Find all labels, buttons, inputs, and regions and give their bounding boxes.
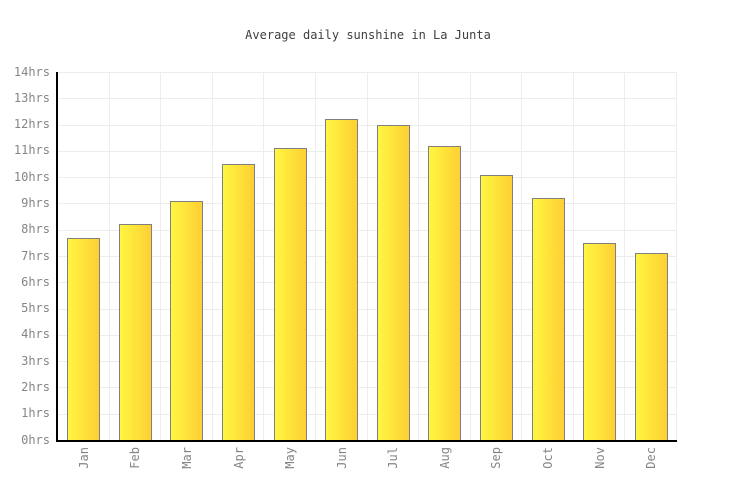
gridline-vertical	[469, 72, 471, 440]
y-axis-labels: 0hrs 1hrs 2hrs 3hrs 4hrs 5hrs 6hrs 7hrs 8hrs 9hrs…	[0, 0, 50, 500]
x-tick-sep: Sep	[471, 447, 523, 487]
bar-jun	[325, 119, 359, 440]
gridline-horizontal	[58, 72, 677, 73]
bar-nov	[583, 242, 617, 440]
gridline-horizontal	[58, 177, 677, 179]
x-tick-dec: Dec	[625, 447, 677, 487]
bar-feb	[118, 224, 152, 440]
y-tick-label: 10hrs	[13, 169, 50, 184]
x-axis-line	[56, 440, 677, 442]
x-tick-nov: Nov	[574, 447, 626, 487]
gridline-horizontal	[58, 229, 677, 231]
x-tick-label: Jan	[76, 447, 91, 469]
plot-area	[58, 72, 677, 440]
gridline-vertical	[624, 72, 626, 440]
x-tick-label: Nov	[592, 447, 607, 469]
bar-jan	[67, 237, 101, 440]
gridline-horizontal	[58, 150, 677, 152]
gridline-horizontal	[58, 98, 677, 100]
x-tick-label: Oct	[541, 447, 556, 469]
x-tick-apr: Apr	[213, 447, 265, 487]
gridline-horizontal	[58, 387, 677, 389]
gridline-vertical	[521, 72, 523, 440]
x-tick-label: Feb	[128, 447, 143, 469]
bar-oct	[531, 198, 565, 440]
bar-jul	[376, 124, 410, 440]
y-tick-label: 0hrs	[21, 432, 50, 447]
y-tick-label: 14hrs	[13, 64, 50, 79]
y-tick-label: 3hrs	[21, 353, 50, 368]
gridline-horizontal	[58, 124, 677, 126]
y-tick-label: 8hrs	[21, 222, 50, 237]
gridline-horizontal	[58, 361, 677, 363]
y-axis-line	[56, 72, 58, 442]
x-tick-label: Aug	[437, 447, 452, 469]
x-tick-oct: Oct	[522, 447, 574, 487]
y-tick-label: 7hrs	[21, 248, 50, 263]
bar-aug	[428, 145, 462, 440]
gridline-vertical	[211, 72, 213, 440]
bar-sep	[479, 174, 513, 440]
gridline-horizontal	[58, 413, 677, 415]
x-tick-label: Dec	[644, 447, 659, 469]
y-tick-label: 1hrs	[21, 406, 50, 421]
gridline-vertical	[418, 72, 420, 440]
bar-apr	[222, 164, 256, 440]
gridline-horizontal	[58, 203, 677, 205]
gridline-vertical	[366, 72, 368, 440]
x-tick-aug: Aug	[419, 447, 471, 487]
x-tick-label: May	[283, 447, 298, 469]
gridline-vertical	[676, 72, 677, 440]
x-axis-labels: Jan Feb Mar Apr May Jun Jul Aug Sep Oct Nov Dec	[58, 447, 677, 489]
gridline-horizontal	[58, 334, 677, 336]
x-tick-label: Sep	[489, 447, 504, 469]
bar-may	[273, 148, 307, 440]
x-tick-label: Jun	[334, 447, 349, 469]
gridline-vertical	[263, 72, 265, 440]
y-tick-label: 9hrs	[21, 195, 50, 210]
gridline-horizontal	[58, 256, 677, 257]
x-tick-jan: Jan	[58, 447, 110, 487]
y-tick-label: 2hrs	[21, 379, 50, 394]
x-tick-label: Apr	[231, 447, 246, 469]
y-tick-label: 13hrs	[13, 90, 50, 105]
gridline-horizontal	[58, 308, 677, 310]
gridline-vertical	[160, 72, 162, 440]
gridline-horizontal	[58, 282, 677, 284]
y-tick-label: 4hrs	[21, 327, 50, 342]
bar-mar	[170, 200, 204, 440]
chart-title: Average daily sunshine in La Junta	[245, 28, 491, 42]
x-tick-mar: Mar	[161, 447, 213, 487]
gridline-vertical	[572, 72, 574, 440]
gridline-vertical	[108, 72, 110, 440]
x-tick-label: Mar	[179, 447, 194, 469]
y-tick-label: 12hrs	[13, 117, 50, 132]
x-tick-jun: Jun	[316, 447, 368, 487]
y-tick-label: 5hrs	[21, 301, 50, 316]
bar-dec	[634, 253, 668, 440]
y-tick-label: 6hrs	[21, 274, 50, 289]
y-tick-label: 11hrs	[13, 143, 50, 158]
x-tick-jul: Jul	[368, 447, 420, 487]
x-tick-may: May	[264, 447, 316, 487]
x-tick-label: Jul	[386, 447, 401, 469]
x-tick-feb: Feb	[110, 447, 162, 487]
gridline-vertical	[314, 72, 316, 440]
